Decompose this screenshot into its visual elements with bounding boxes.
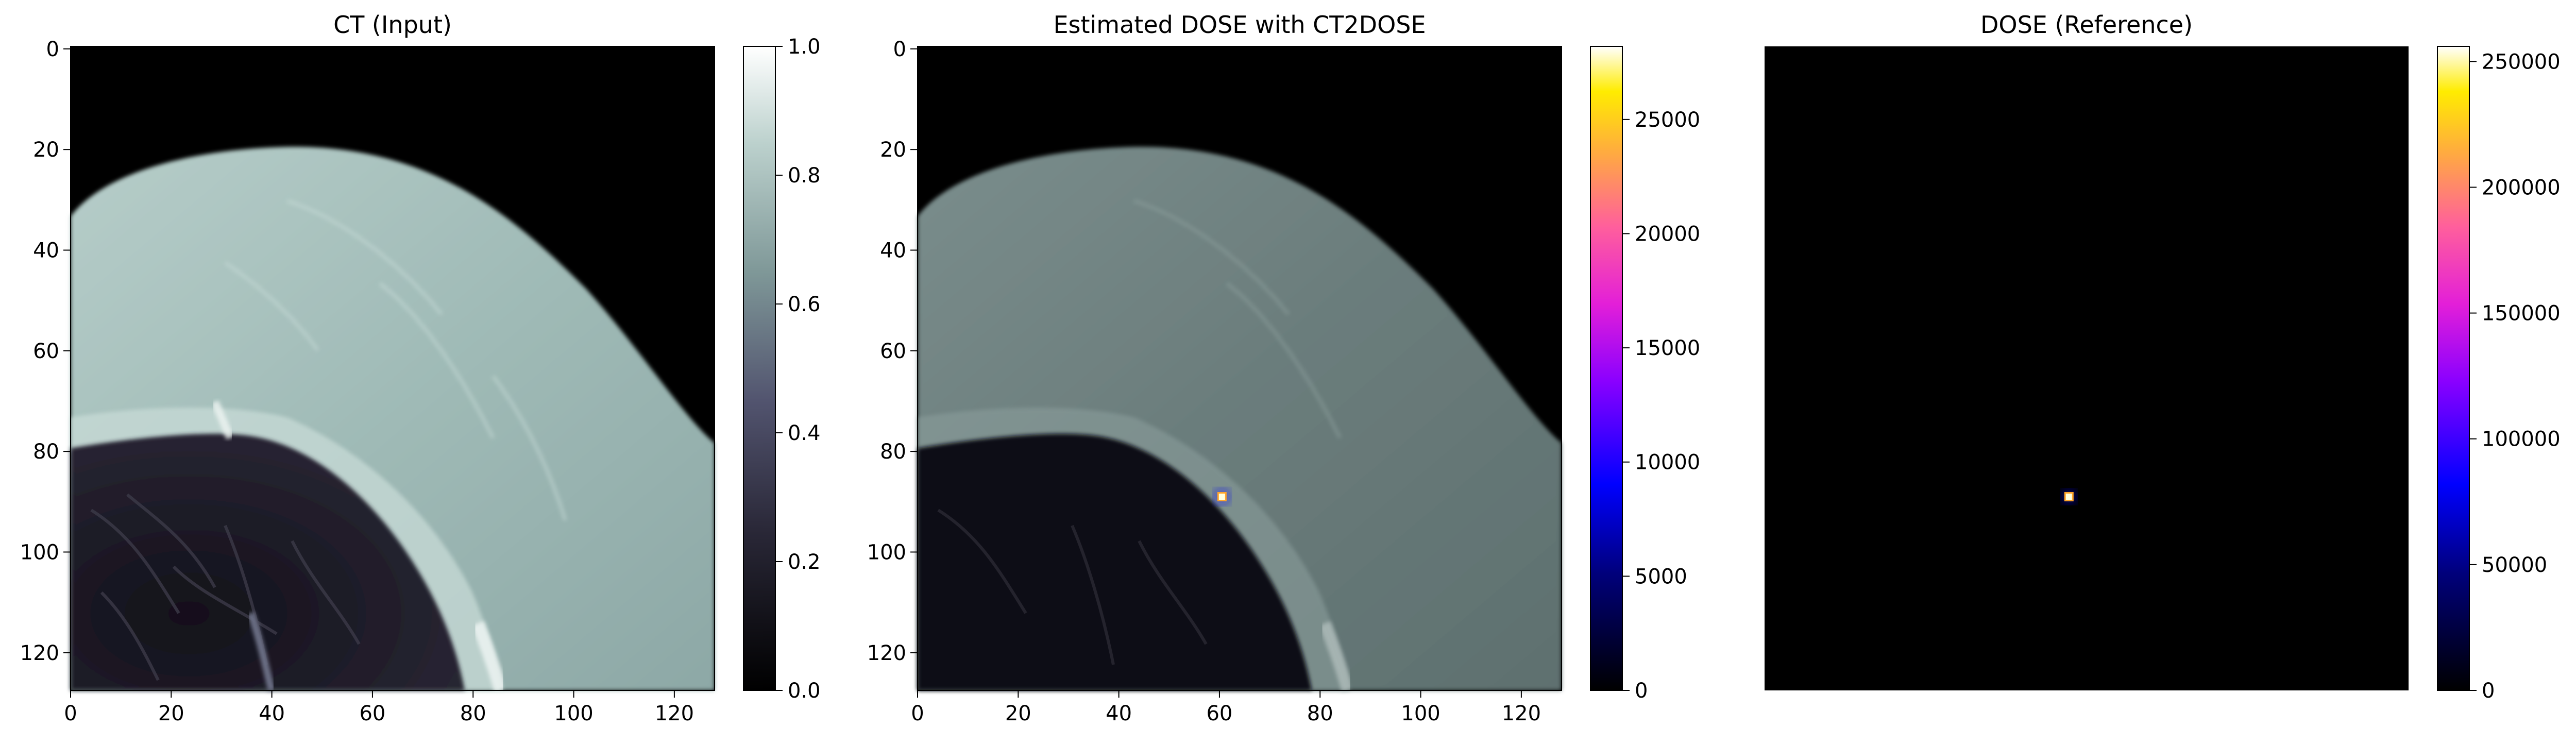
colorbar-tick-label: 0.2	[788, 550, 821, 574]
colorbar-tick-label: 10000	[1635, 451, 1700, 475]
colorbar-tick-label: 25000	[1635, 108, 1700, 132]
y-axis: 0 20 40 60 80 100 120	[20, 38, 71, 665]
colorbar-gradient	[1590, 46, 1623, 691]
y-axis: 0 20 40 60 80 100 120	[867, 38, 918, 665]
x-tick-label: 120	[1502, 702, 1541, 725]
colorbar: 0 50000 100000 150000 200000 250000	[2437, 46, 2561, 703]
x-tick-label: 40	[259, 702, 285, 725]
x-tick-label: 0	[64, 702, 77, 725]
colorbar-tick-label: 1.0	[788, 35, 821, 59]
panel-title: DOSE (Reference)	[1980, 11, 2193, 39]
reference-dose-image	[1765, 46, 2409, 690]
panel-ct-input: CT (Input) 0 20 40 60 80 100 120 0 20 40 60 80 100 1…	[20, 11, 821, 725]
hotspot-core	[2065, 494, 2072, 500]
panel-title: CT (Input)	[333, 11, 452, 39]
y-tick-label: 120	[867, 641, 906, 665]
x-tick-label: 120	[655, 702, 694, 725]
x-tick-label: 60	[359, 702, 385, 725]
colorbar-tick-label: 5000	[1635, 565, 1687, 588]
x-tick-label: 100	[1401, 702, 1440, 725]
colorbar-tick-label: 0.6	[788, 293, 821, 316]
y-tick-label: 60	[33, 340, 59, 363]
panel-title: Estimated DOSE with CT2DOSE	[1053, 11, 1426, 39]
y-tick-label: 100	[20, 540, 59, 564]
colorbar-tick-label: 0	[1635, 679, 1648, 703]
y-tick-label: 80	[33, 440, 59, 464]
colorbar-tick-label: 0.4	[788, 421, 821, 445]
dose-hotspot	[1213, 488, 1230, 505]
y-tick-label: 120	[20, 641, 59, 665]
colorbar-tick-label: 0.0	[788, 679, 821, 703]
colorbar-tick-label: 20000	[1635, 222, 1700, 246]
x-axis: 0 20 40 60 80 100 120	[64, 690, 694, 725]
colorbar-tick-label: 50000	[2482, 553, 2547, 577]
x-axis: 0 20 40 60 80 100 120	[911, 690, 1541, 725]
x-tick-label: 100	[554, 702, 593, 725]
colorbar-tick-label: 15000	[1635, 336, 1700, 360]
x-tick-label: 20	[158, 702, 184, 725]
panel-dose-reference: DOSE (Reference) 0 50000 100000 150000 20000…	[1765, 11, 2561, 703]
ct-image	[71, 46, 715, 690]
y-tick-label: 40	[880, 239, 906, 263]
x-tick-label: 40	[1106, 702, 1132, 725]
hotspot-core	[1218, 494, 1225, 500]
colorbar-gradient	[743, 46, 776, 691]
x-tick-label: 0	[911, 702, 924, 725]
x-tick-label: 80	[1307, 702, 1333, 725]
panel-estimated-dose: Estimated DOSE with CT2DOSE 0 20 40 60 80 100…	[867, 11, 1701, 725]
y-tick-label: 60	[880, 340, 906, 363]
x-tick-label: 20	[1005, 702, 1031, 725]
y-tick-label: 40	[33, 239, 59, 263]
x-tick-label: 60	[1206, 702, 1232, 725]
y-tick-label: 100	[867, 540, 906, 564]
x-tick-label: 80	[460, 702, 486, 725]
y-tick-label: 0	[46, 38, 59, 61]
colorbar: 0.0 0.2 0.4 0.6 0.8 1.0	[743, 35, 821, 703]
y-tick-label: 20	[880, 138, 906, 162]
colorbar-tick-label: 0.8	[788, 164, 821, 188]
colorbar-tick-label: 250000	[2482, 50, 2561, 74]
colorbar-tick-label: 100000	[2482, 428, 2561, 451]
colorbar-gradient	[2437, 46, 2470, 691]
y-tick-label: 20	[33, 138, 59, 162]
dose-hotspot	[2061, 489, 2076, 504]
colorbar: 0 5000 10000 15000 20000 25000	[1590, 46, 1700, 703]
y-tick-label: 80	[880, 440, 906, 464]
y-tick-label: 0	[893, 38, 906, 61]
colorbar-tick-label: 0	[2482, 679, 2495, 703]
estimated-dose-image	[918, 46, 1562, 690]
colorbar-tick-label: 200000	[2482, 176, 2561, 199]
colorbar-tick-label: 150000	[2482, 302, 2561, 326]
